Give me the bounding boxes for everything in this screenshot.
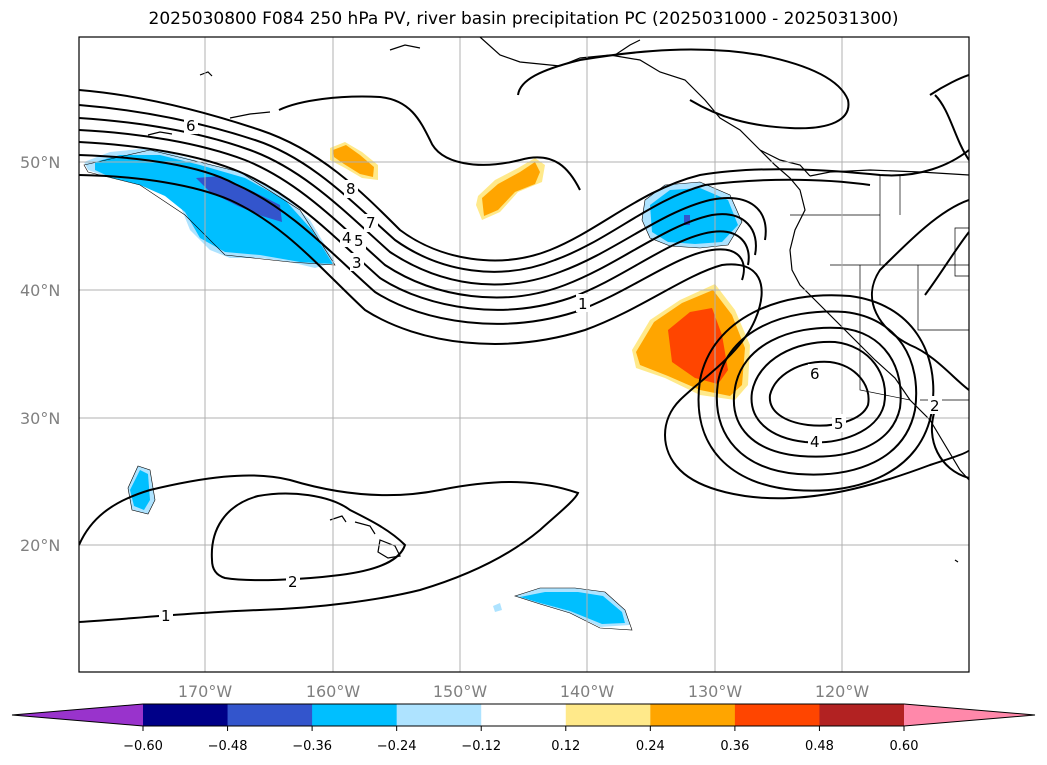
colorbar-segment <box>565 704 651 726</box>
contour-labels: 6 8 7 4 5 3 1 6 5 4 2 2 1 <box>159 116 942 625</box>
colorbar-tick-label: 0.36 <box>720 739 749 754</box>
colorbar-extend-right <box>904 704 1035 726</box>
colorbar-tick-label: −0.60 <box>123 739 163 754</box>
contour-label: 6 <box>186 117 196 135</box>
colorbar-tick-label: 0.48 <box>805 739 834 754</box>
colorbar-tick-label: −0.48 <box>208 739 248 754</box>
contour-label: 2 <box>288 573 298 591</box>
contour-label: 4 <box>810 433 820 451</box>
colorbar-extend-left <box>12 704 143 726</box>
contour-label: 1 <box>161 607 171 625</box>
colorbar-tick-label: 0.12 <box>551 739 580 754</box>
contour-label: 7 <box>366 214 376 232</box>
coastlines <box>147 37 969 563</box>
colorbar-segment <box>227 704 313 726</box>
colorbar-segment <box>396 704 482 726</box>
shading-positive <box>330 142 750 400</box>
lon-label: 170°W <box>178 682 233 701</box>
lat-label: 20°N <box>20 536 60 555</box>
lon-label: 160°W <box>306 682 361 701</box>
lat-label: 30°N <box>20 409 60 428</box>
colorbar: −0.60 −0.48 −0.36 −0.24 −0.12 0.12 0.24 0.36 0.4… <box>11 703 1036 754</box>
colorbar-segment <box>650 704 736 726</box>
lat-label: 40°N <box>20 281 60 300</box>
lon-label: 130°W <box>688 682 743 701</box>
lon-label: 140°W <box>560 682 615 701</box>
colorbar-tick-label: 0.24 <box>636 739 665 754</box>
contour-label: 2 <box>930 397 940 415</box>
colorbar-tick-label: −0.12 <box>461 739 501 754</box>
colorbar-tick-label: −0.36 <box>292 739 332 754</box>
colorbar-tick-label: 0.60 <box>890 739 919 754</box>
contour-label: 4 <box>342 229 352 247</box>
colorbar-segment <box>481 704 567 726</box>
lat-label: 50°N <box>20 153 60 172</box>
colorbar-segment <box>819 704 905 726</box>
contour-label: 5 <box>354 232 364 250</box>
colorbar-tick-label: −0.24 <box>377 739 417 754</box>
pv-contours <box>79 48 969 623</box>
contour-label: 8 <box>346 180 356 198</box>
shading-negative <box>84 148 742 627</box>
map-title: 2025030800 F084 250 hPa PV, river basin … <box>148 9 899 29</box>
lon-label: 120°W <box>815 682 870 701</box>
lon-label: 150°W <box>433 682 488 701</box>
contour-label: 1 <box>578 295 588 313</box>
contour-label: 5 <box>834 415 844 433</box>
colorbar-segment <box>734 704 820 726</box>
colorbar-segment <box>312 704 398 726</box>
contour-label: 3 <box>352 254 362 272</box>
colorbar-segment <box>143 704 229 726</box>
map-area: 6 8 7 4 5 3 1 6 5 4 2 2 1 <box>79 37 969 672</box>
map-border <box>78 36 970 673</box>
contour-label: 6 <box>810 365 820 383</box>
gridlines <box>79 37 969 672</box>
pc-zero-contours <box>83 149 743 631</box>
